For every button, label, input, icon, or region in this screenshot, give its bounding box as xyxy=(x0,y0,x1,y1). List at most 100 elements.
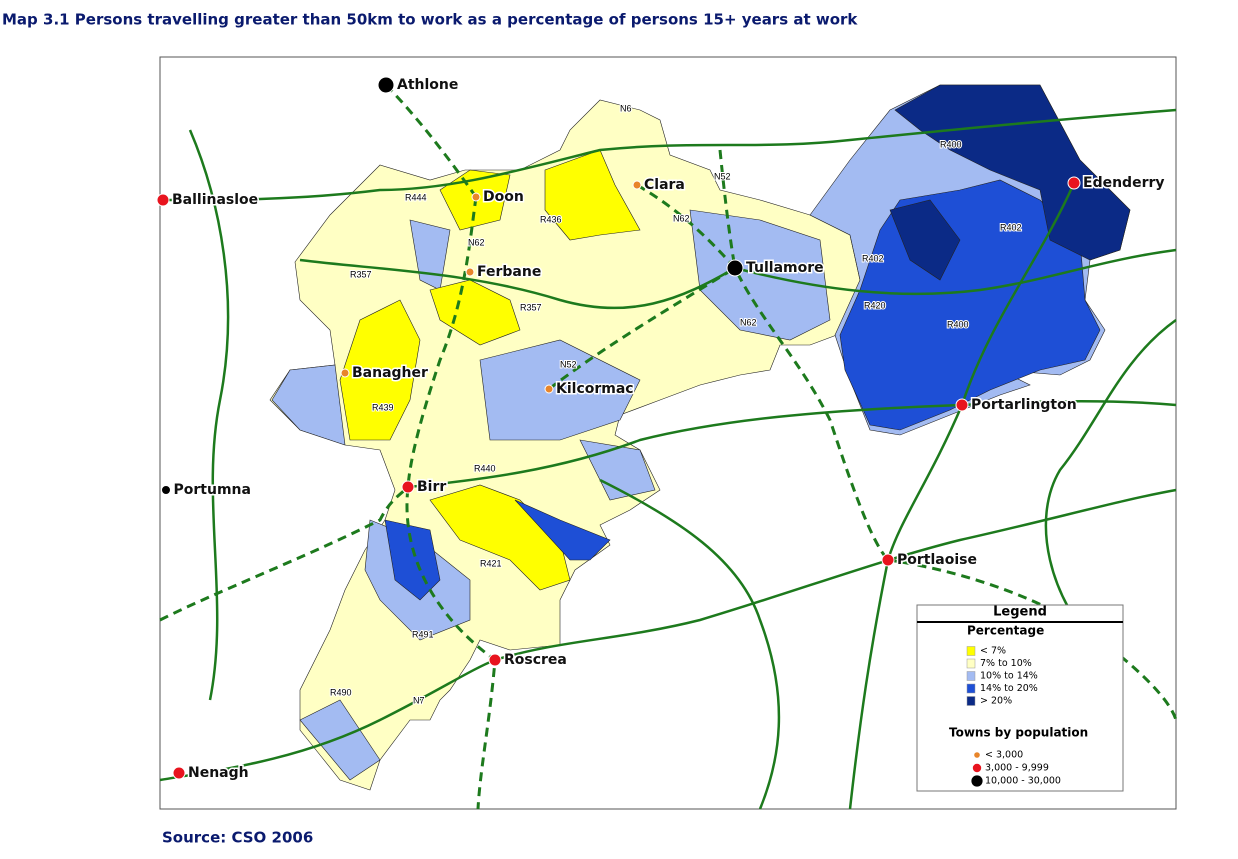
road xyxy=(734,248,1177,296)
road-label: R420 xyxy=(864,300,886,310)
legend-swatch xyxy=(966,683,976,694)
region xyxy=(544,149,641,241)
legend-label: 3,000 - 9,999 xyxy=(985,763,1049,774)
roads xyxy=(159,83,1178,810)
region xyxy=(429,484,571,591)
legend-label: 14% to 20% xyxy=(980,683,1038,694)
legend-swatch xyxy=(966,646,976,656)
road xyxy=(548,266,736,391)
town-label: Portlaoise xyxy=(897,552,977,568)
town-marker xyxy=(156,193,170,207)
town-label: Kilcormac xyxy=(556,381,634,397)
region xyxy=(479,339,641,441)
town-label: Ferbane xyxy=(477,264,541,280)
source: Source: CSO 2006 xyxy=(162,829,313,847)
region xyxy=(514,499,611,561)
road-label: R402 xyxy=(862,253,884,263)
road xyxy=(188,129,230,701)
legend-label: 10% to 14% xyxy=(980,671,1038,682)
road-label: R444 xyxy=(405,192,427,202)
legend-marker xyxy=(972,763,982,773)
town-marker xyxy=(465,267,475,277)
legend: Legend Percentage Towns by population < … xyxy=(916,604,1124,792)
road xyxy=(599,478,781,810)
road xyxy=(384,83,478,198)
road xyxy=(1044,318,1177,651)
town-marker xyxy=(1067,176,1081,190)
towns: Doon Ferbane Clara Banagher Kilcormac Ballina… xyxy=(156,76,1166,783)
town-marker xyxy=(488,653,502,667)
legend-section-title: Percentage xyxy=(967,624,1044,638)
town-marker xyxy=(172,766,186,780)
town-label: Ballinasloe xyxy=(172,192,258,208)
road-label: R436 xyxy=(540,214,562,224)
road-label: R439 xyxy=(372,402,394,412)
town-label: Clara xyxy=(644,177,685,193)
legend-section-title: Towns by population xyxy=(949,726,1088,740)
legend-title: Legend xyxy=(993,605,1047,620)
legend-label: > 20% xyxy=(980,696,1012,707)
region xyxy=(271,364,346,446)
region xyxy=(889,199,961,281)
town-label: Roscrea xyxy=(504,652,567,668)
road-label: N62 xyxy=(468,237,485,247)
road xyxy=(405,196,497,810)
road-label: R357 xyxy=(350,269,372,279)
town-marker xyxy=(955,398,969,412)
road xyxy=(159,485,410,622)
town-marker xyxy=(632,180,642,190)
road xyxy=(299,258,736,310)
road-label: R491 xyxy=(412,629,434,639)
legend-label: < 7% xyxy=(980,646,1006,657)
map-title: Map 3.1 Persons travelling greater than … xyxy=(2,11,858,29)
legend-swatch xyxy=(966,658,976,669)
road-label: R400 xyxy=(940,139,962,149)
town-marker xyxy=(377,76,395,94)
town-marker xyxy=(726,259,744,277)
road-label: R400 xyxy=(947,319,969,329)
road-label: N62 xyxy=(673,213,690,223)
town-label: Banagher xyxy=(352,365,428,381)
legend-label: 7% to 10% xyxy=(980,658,1032,669)
road-label: R440 xyxy=(474,463,496,473)
legend-box xyxy=(916,604,1124,792)
road xyxy=(718,149,737,269)
town-label: Athlone xyxy=(397,77,458,93)
road-label: N52 xyxy=(560,359,577,369)
town-label: Birr xyxy=(417,479,446,495)
legend-label: 10,000 - 30,000 xyxy=(985,776,1061,787)
town-label: Portarlington xyxy=(971,397,1077,413)
road xyxy=(407,400,1177,489)
legend-marker xyxy=(971,775,983,787)
town-label: Portumna xyxy=(174,482,251,498)
road-label: N7 xyxy=(413,695,425,705)
road-label: R402 xyxy=(1000,222,1022,232)
road-label: N52 xyxy=(714,171,731,181)
town-label: Nenagh xyxy=(188,765,249,781)
town-marker xyxy=(401,480,415,494)
town-marker xyxy=(340,368,350,378)
road xyxy=(159,108,1177,202)
town-marker xyxy=(471,192,481,202)
road-label: R357 xyxy=(520,302,542,312)
legend-swatch xyxy=(966,696,976,706)
road-label: R490 xyxy=(330,687,352,697)
legend-label: < 3,000 xyxy=(985,750,1023,761)
town-label: Doon xyxy=(483,189,524,205)
road-label: N6 xyxy=(620,103,632,113)
road xyxy=(159,488,1177,782)
legend-swatch xyxy=(966,671,976,681)
region xyxy=(299,699,381,781)
town-marker xyxy=(544,384,554,394)
town-marker xyxy=(881,553,895,567)
town-label: Edenderry xyxy=(1083,175,1165,191)
region xyxy=(339,299,421,441)
town-marker xyxy=(161,485,171,495)
road xyxy=(636,183,890,562)
road-labels: N6 R444 R436 N62 N52 N62 R357 R357 N52 R… xyxy=(329,102,1023,706)
town-label: Tullamore xyxy=(746,260,824,276)
road-label: N62 xyxy=(740,317,757,327)
road xyxy=(848,182,1076,810)
legend-marker xyxy=(974,752,980,758)
